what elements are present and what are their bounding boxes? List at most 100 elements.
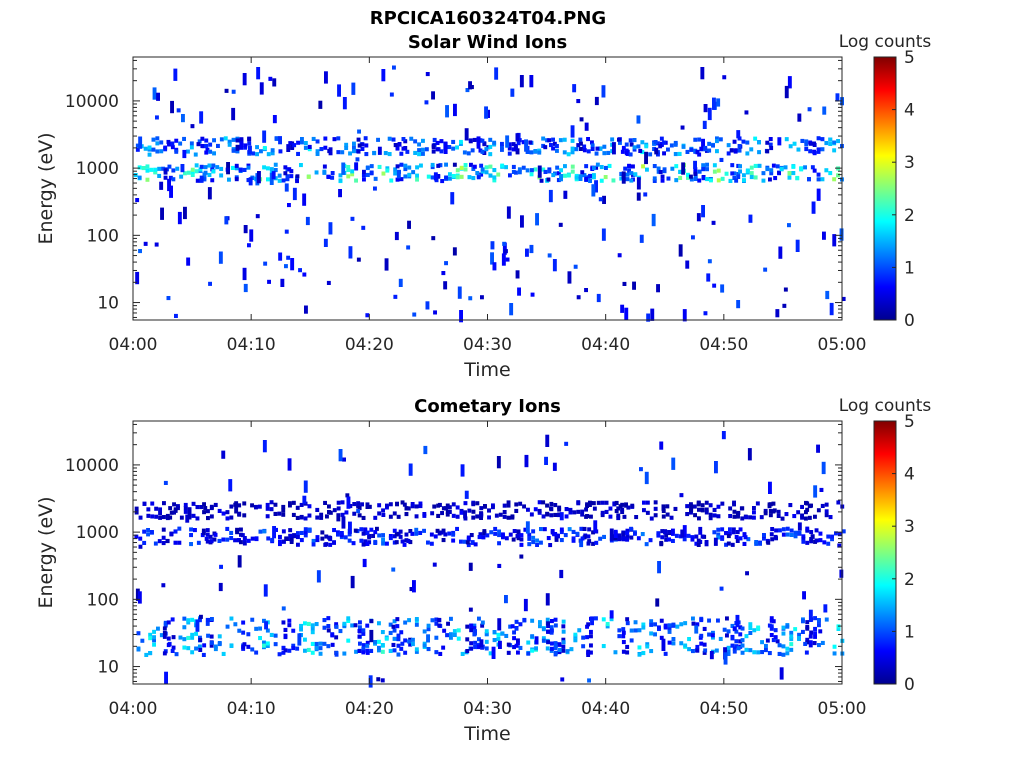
spectrogram-cells [133, 65, 846, 323]
heatmap-cell [515, 270, 520, 279]
heatmap-cell [678, 175, 683, 180]
heatmap-cell [278, 252, 283, 261]
heatmap-cell [546, 623, 550, 628]
heatmap-cell [200, 136, 205, 141]
heatmap-cell [550, 646, 554, 651]
heatmap-cell [712, 530, 717, 535]
heatmap-cell [586, 149, 591, 154]
heatmap-cell [243, 283, 248, 293]
heatmap-cell [636, 144, 641, 149]
heatmap-cell [278, 149, 283, 154]
heatmap-cell [322, 164, 327, 169]
heatmap-cell [393, 294, 398, 299]
heatmap-cell [554, 537, 559, 542]
x-tick-label: 04:30 [463, 335, 512, 355]
heatmap-cell [455, 505, 460, 510]
heatmap-cell [640, 140, 645, 145]
heatmap-cell [385, 541, 389, 546]
heatmap-cell [488, 144, 493, 149]
heatmap-cell [774, 536, 778, 541]
heatmap-cell [208, 281, 212, 286]
heatmap-cell [645, 642, 650, 647]
heatmap-cell [477, 616, 481, 621]
heatmap-cell [804, 142, 809, 147]
heatmap-cell [549, 630, 554, 635]
heatmap-cell [551, 173, 556, 178]
heatmap-cell [745, 571, 749, 576]
heatmap-cell [143, 241, 148, 246]
heatmap-cell [515, 534, 520, 539]
heatmap-cell [302, 272, 307, 277]
heatmap-cell [393, 171, 398, 176]
heatmap-cell [813, 634, 817, 639]
heatmap-cell [754, 540, 759, 545]
heatmap-cell [824, 509, 829, 514]
heatmap-cell [804, 510, 808, 515]
heatmap-cell [361, 643, 366, 648]
heatmap-cell [225, 526, 230, 531]
heatmap-cell [394, 231, 399, 241]
heatmap-cell [217, 634, 222, 639]
heatmap-cell [287, 203, 291, 208]
heatmap-cell [571, 529, 576, 534]
heatmap-cell [470, 85, 474, 90]
heatmap-cell [465, 624, 470, 629]
heatmap-cell [730, 171, 735, 176]
heatmap-cell [144, 652, 149, 657]
heatmap-cell [828, 141, 833, 146]
heatmap-cell [393, 143, 398, 148]
heatmap-cell [697, 137, 702, 142]
heatmap-cell [310, 630, 315, 635]
heatmap-cell [444, 162, 448, 167]
heatmap-cell [681, 144, 686, 149]
heatmap-cell [179, 174, 184, 179]
heatmap-cell [439, 139, 444, 144]
heatmap-cell [247, 141, 252, 146]
heatmap-cell [705, 162, 709, 167]
heatmap-cell [711, 630, 715, 635]
heatmap-cell [700, 67, 705, 80]
heatmap-cell [683, 643, 688, 648]
heatmap-cell [346, 638, 351, 643]
heatmap-cell [297, 633, 302, 646]
heatmap-cell [585, 635, 589, 640]
heatmap-cell [430, 618, 435, 623]
heatmap-cell [292, 187, 297, 201]
heatmap-cell [801, 629, 805, 634]
heatmap-cell [367, 504, 372, 509]
heatmap-cell [484, 147, 489, 152]
heatmap-cell [563, 164, 567, 169]
heatmap-cell [210, 640, 214, 645]
heatmap-cell [496, 637, 501, 642]
heatmap-cell [303, 533, 308, 538]
heatmap-cell [734, 639, 739, 644]
heatmap-cell [157, 539, 162, 544]
heatmap-cell [246, 538, 251, 543]
heatmap-cell [441, 506, 446, 511]
heatmap-cell [340, 150, 345, 155]
heatmap-cell [421, 151, 425, 156]
heatmap-cell [738, 169, 742, 174]
heatmap-cell [556, 178, 561, 183]
panel-title: Solar Wind Ions [408, 32, 567, 53]
heatmap-cell [594, 151, 599, 156]
heatmap-cell [508, 624, 513, 629]
heatmap-cell [407, 639, 411, 644]
heatmap-cell [380, 643, 385, 648]
heatmap-cell [545, 617, 550, 622]
heatmap-cell [559, 168, 563, 173]
heatmap-cell [530, 634, 535, 639]
heatmap-cell [712, 163, 717, 168]
heatmap-cell [809, 530, 814, 535]
heatmap-cell [471, 515, 476, 520]
heatmap-cell [238, 167, 243, 172]
heatmap-cell [645, 644, 650, 649]
heatmap-cell [491, 646, 496, 659]
heatmap-cell [462, 539, 467, 544]
heatmap-cell [417, 152, 421, 157]
heatmap-cell [824, 502, 829, 507]
heatmap-cell [783, 165, 788, 170]
heatmap-cell [407, 172, 412, 177]
heatmap-cell [209, 539, 214, 544]
heatmap-cell [677, 151, 682, 156]
